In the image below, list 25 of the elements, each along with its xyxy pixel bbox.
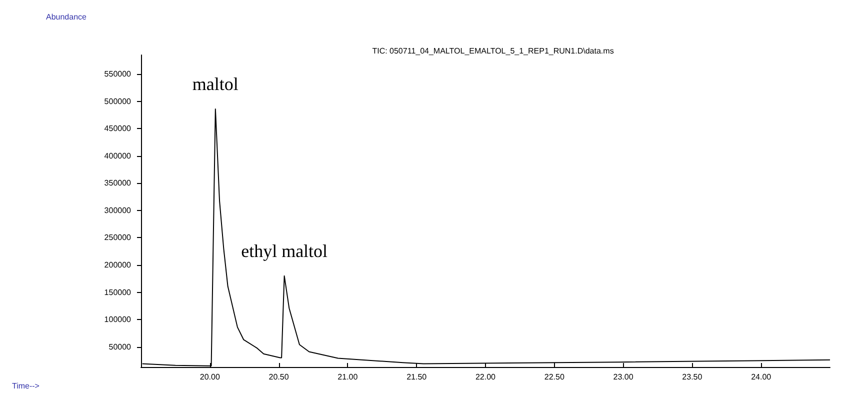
x-tick-label: 21.50 (406, 372, 428, 382)
y-tick-label: 50000 (108, 342, 132, 352)
y-tick-label: 350000 (104, 178, 132, 188)
y-tick-label: 400000 (104, 151, 132, 160)
y-axis-title: Abundance (46, 12, 88, 22)
text: Time--> (12, 382, 40, 390)
x-tick-label: 21.00 (338, 372, 358, 382)
x-tick-label: 20.00 (200, 372, 220, 382)
y-tick-label: 200000 (104, 260, 132, 270)
x-tick-label: 23.50 (682, 372, 703, 382)
x-tick-label: 22.00 (475, 372, 496, 382)
y-tick-label: 500000 (104, 96, 132, 106)
y-tick-label: 450000 (104, 124, 132, 134)
y-tick-label: 150000 (104, 288, 132, 297)
y-tick-label: 250000 (104, 233, 132, 242)
y-tick-label: 100000 (104, 315, 132, 324)
y-tick-label: 550000 (104, 70, 132, 79)
chart-title: TIC: 050711_04_MALTOL_EMALTOL_5_1_REP1_RUN1.D\data.ms (372, 46, 614, 56)
annotation: maltol (192, 74, 238, 94)
y-tick-label: 300000 (104, 206, 132, 215)
x-tick-label: 22.50 (544, 372, 565, 382)
x-tick-label: 24.00 (751, 372, 772, 382)
x-tick-label: 23.00 (613, 372, 634, 382)
annotation: ethyl maltol (241, 241, 328, 262)
x-tick-label: 20.50 (268, 372, 290, 382)
